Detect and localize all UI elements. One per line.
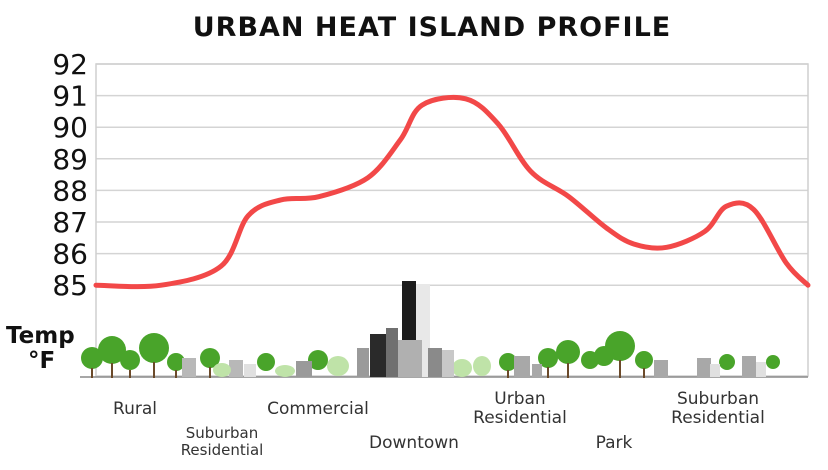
x-category-label-line: Commercial (267, 399, 369, 419)
grid-lines (96, 63, 808, 286)
tree-icon (257, 350, 328, 371)
house-icon (182, 358, 243, 377)
y-axis-label-line-1: Temp (6, 323, 75, 349)
y-axis-label-line-2: °F (28, 348, 55, 374)
cityscape-illustration (80, 281, 808, 378)
plot-frame (95, 63, 809, 377)
x-category-label: Commercial (267, 399, 369, 419)
x-category-label-line: Suburban (186, 424, 258, 442)
x-category-label: Downtown (369, 433, 459, 453)
y-tick-label: 89 (52, 143, 88, 176)
y-tick-label: 87 (52, 206, 88, 239)
y-tick-label: 86 (52, 238, 88, 271)
x-category-label-line: Downtown (369, 433, 459, 453)
chart-title: URBAN HEAT ISLAND PROFILE (193, 12, 672, 43)
x-category-label: Suburban Residential (181, 424, 264, 459)
x-category-label-line: Urban (494, 389, 545, 409)
x-category-label-line: Park (596, 433, 633, 453)
y-tick-label: 85 (52, 269, 88, 302)
x-category-label-line: Residential (473, 408, 567, 428)
x-category-label-line: Suburban (677, 389, 759, 409)
x-category-label-line: Rural (113, 399, 157, 419)
x-category-label: Suburban Residential (671, 389, 765, 428)
house-icon (514, 356, 756, 377)
y-tick-label: 90 (52, 111, 88, 144)
tree-icon (499, 331, 780, 371)
y-tick-label: 92 (52, 48, 88, 81)
x-category-label: Rural (113, 399, 157, 419)
skyscraper-icon (357, 281, 454, 377)
y-tick-label: 91 (52, 80, 88, 113)
x-category-label: Urban Residential (473, 389, 567, 428)
x-category-label-line: Residential (671, 408, 765, 428)
bush-icon (213, 356, 491, 377)
tree-icon (81, 333, 220, 371)
x-category-label-line: Residential (181, 441, 264, 459)
y-tick-label: 88 (52, 174, 88, 207)
x-category-label: Park (596, 433, 633, 453)
temperature-line (93, 94, 811, 290)
